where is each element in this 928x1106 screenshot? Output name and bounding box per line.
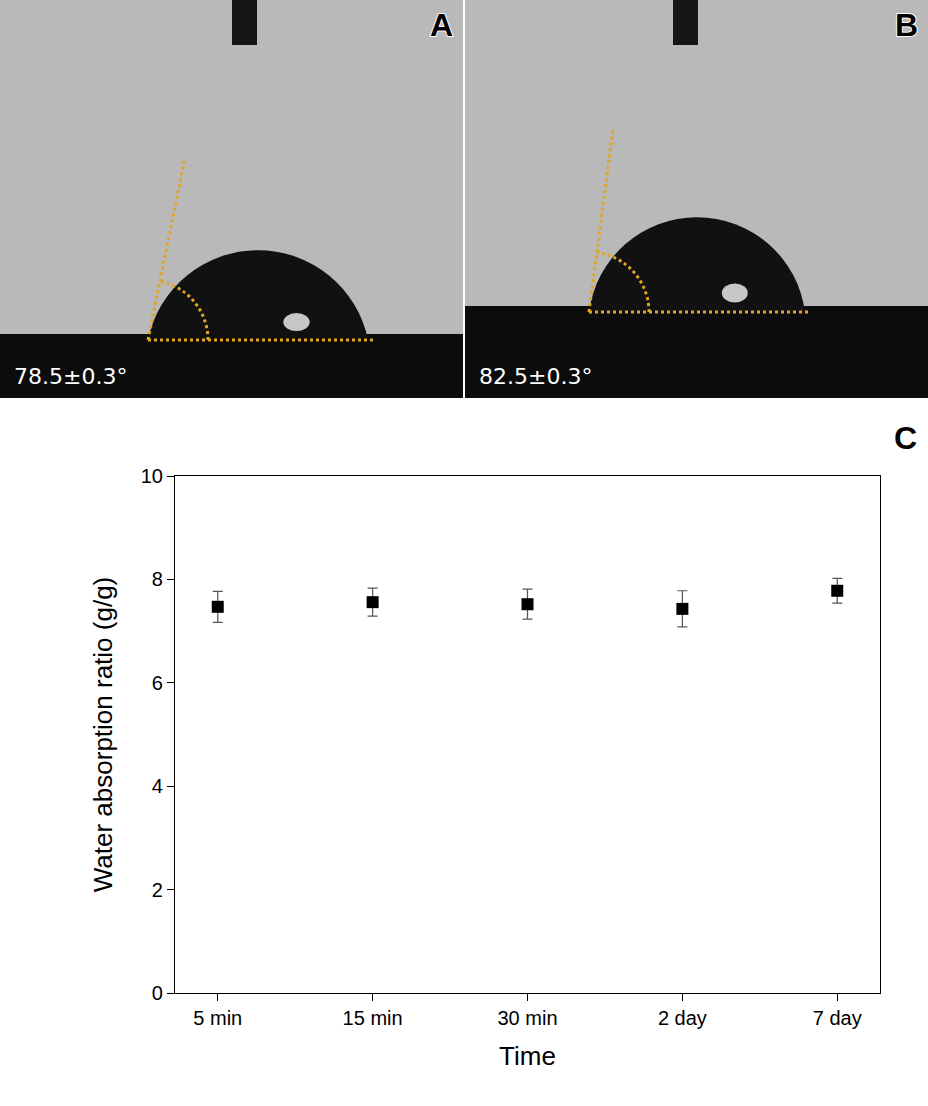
svg-text:4: 4: [152, 775, 163, 797]
svg-text:78.5±0.3°: 78.5±0.3°: [14, 364, 127, 389]
svg-text:30 min: 30 min: [497, 1007, 557, 1029]
svg-text:10: 10: [141, 465, 163, 487]
svg-text:15 min: 15 min: [343, 1007, 403, 1029]
svg-text:Water absorption ratio (g/g): Water absorption ratio (g/g): [88, 577, 118, 893]
svg-text:7 day: 7 day: [813, 1007, 862, 1029]
svg-text:2 day: 2 day: [658, 1007, 707, 1029]
svg-text:82.5±0.3°: 82.5±0.3°: [479, 364, 592, 389]
svg-text:8: 8: [152, 568, 163, 590]
svg-text:2: 2: [152, 879, 163, 901]
svg-text:A: A: [430, 7, 453, 43]
svg-text:B: B: [895, 7, 918, 43]
svg-text:C: C: [894, 420, 917, 456]
svg-text:6: 6: [152, 672, 163, 694]
svg-text:Time: Time: [499, 1041, 556, 1071]
svg-text:5 min: 5 min: [193, 1007, 242, 1029]
svg-text:0: 0: [152, 982, 163, 1004]
